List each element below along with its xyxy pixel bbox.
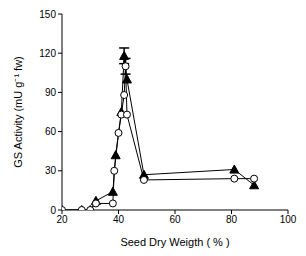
svg-text:20: 20	[56, 214, 68, 225]
svg-text:100: 100	[280, 214, 297, 225]
svg-text:120: 120	[39, 48, 56, 59]
svg-text:150: 150	[39, 9, 56, 20]
svg-text:80: 80	[226, 214, 238, 225]
svg-text:60: 60	[45, 126, 57, 137]
svg-text:Seed Dry Weigth ( % ): Seed Dry Weigth ( % )	[120, 236, 229, 248]
svg-text:60: 60	[169, 214, 181, 225]
svg-text:0: 0	[50, 205, 56, 216]
svg-text:90: 90	[45, 87, 57, 98]
svg-text:30: 30	[45, 165, 57, 176]
svg-text:40: 40	[113, 214, 125, 225]
svg-text:GS Activity (mU g⁻¹ fw): GS Activity (mU g⁻¹ fw)	[12, 56, 24, 168]
